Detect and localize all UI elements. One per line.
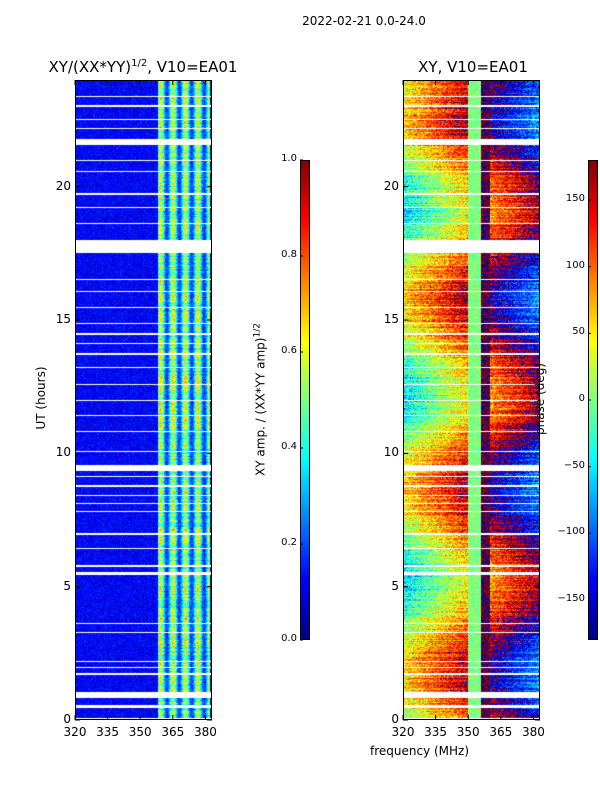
amp-cbar-tick-label: 1.0 — [281, 153, 297, 164]
amp-cbar-tick-label: 0.8 — [281, 249, 297, 260]
amp-ytick-label: 0 — [63, 712, 71, 726]
phase-cbar-tick-label: 100 — [565, 259, 585, 271]
amp-ytick-label: 10 — [55, 445, 71, 460]
amp-ytick-label: 20 — [55, 178, 71, 193]
phase-xtick-label: 350 — [456, 725, 480, 739]
amp-ytick-label: 5 — [63, 578, 71, 593]
phase-cbar-tick-label: 50 — [572, 326, 585, 338]
amp-xtick-label: 380 — [194, 725, 217, 739]
left-title-post: , V10=EA01 — [147, 58, 238, 76]
figure-suptitle: 2022-02-21 0.0-24.0 — [302, 14, 426, 28]
amp-axes-frame — [75, 80, 212, 720]
amp-cbar-frame — [300, 160, 310, 640]
amp-xtick-label: 350 — [128, 725, 152, 739]
phase-cbar-tick-label: 150 — [565, 193, 585, 204]
phase-cbar-tick-label: 0 — [578, 393, 585, 404]
amp-colorbar-label: XY amp. / (XX*YY amp)1/2 — [253, 310, 268, 490]
phase-ytick-label: 15 — [383, 312, 399, 326]
left-title-pre: XY/(XX*YY) — [48, 58, 132, 76]
phase-colorbar-label: phase (deg) — [533, 363, 547, 436]
amp-cbar-tick-label: 0.0 — [281, 633, 297, 644]
amp-cbar-tick-label: 0.4 — [281, 441, 297, 452]
x-axis-label: frequency (MHz) — [370, 744, 470, 758]
phase-ytick-label: 10 — [383, 445, 399, 460]
amp-cbar-label-pre: XY amp. / (XX*YY amp) — [253, 337, 268, 476]
phase-ytick-label: 0 — [391, 712, 399, 726]
y-axis-label: UT (hours) — [34, 366, 48, 430]
phase-cbar-tick-label: −150 — [557, 593, 585, 604]
phase-heatmap — [403, 80, 540, 720]
left-panel-title: XY/(XX*YY)1/2, V10=EA01 — [30, 58, 256, 76]
amp-cbar-tick-label: 0.2 — [281, 537, 297, 548]
amp-cbar-label-exp: 1/2 — [252, 323, 263, 338]
amp-xtick-label: 320 — [63, 725, 87, 739]
amplitude-colorbar — [300, 160, 310, 640]
phase-colorbar — [588, 160, 598, 640]
amp-xtick-label: 365 — [161, 725, 185, 739]
phase-xtick-label: 335 — [424, 725, 448, 739]
amp-cbar-tick-label: 0.6 — [281, 345, 297, 356]
phase-xtick-label: 320 — [391, 725, 415, 739]
left-title-exp: 1/2 — [131, 58, 148, 69]
amp-xtick-label: 335 — [96, 725, 120, 739]
right-panel-title: XY, V10=EA01 — [418, 58, 528, 76]
phase-ytick-label: 5 — [391, 578, 399, 593]
phase-xtick-label: 365 — [489, 725, 513, 739]
amp-ytick-label: 15 — [55, 312, 71, 326]
phase-axes-frame — [403, 80, 540, 720]
phase-ytick-label: 20 — [383, 178, 399, 193]
phase-xtick-label: 380 — [522, 725, 545, 739]
phase-cbar-tick-label: −100 — [557, 526, 585, 538]
phase-cbar-tick-label: −50 — [563, 459, 585, 471]
amplitude-heatmap — [75, 80, 212, 720]
